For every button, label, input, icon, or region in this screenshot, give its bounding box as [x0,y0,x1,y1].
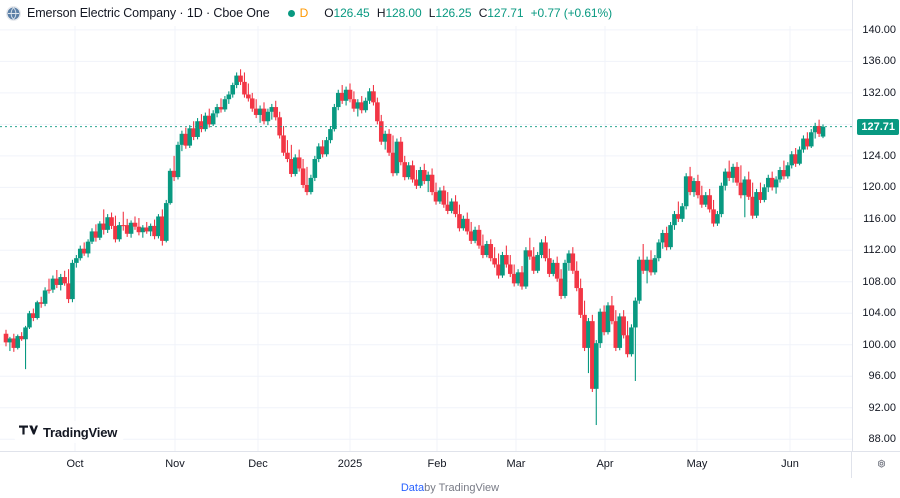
price-tick-label: 140.00 [862,23,896,36]
price-tick-label: 96.00 [868,370,896,383]
time-tick-label: May [686,458,708,470]
price-tick-label: 104.00 [862,307,896,320]
time-scale[interactable]: Oct Nov Dec 2025 Feb Mar Apr May Jun [0,451,900,478]
time-tick-label: Feb [427,458,447,470]
price-tick-label: 136.00 [862,55,896,68]
price-tick-label: 120.00 [862,181,896,194]
session-interval-group: D [287,6,309,20]
change-value: +0.77 (+0.61%) [530,6,612,20]
tradingview-watermark[interactable]: TradingView [12,421,127,443]
time-scale-divider [851,452,852,478]
price-tick-label: 112.00 [863,244,896,257]
price-tick-label: 116.00 [863,212,896,225]
session-active-dot [287,9,295,17]
chart-header: Emerson Electric Company · 1D · Cboe One… [0,0,900,26]
close-label: C [478,6,488,20]
tradingview-logo-icon [19,423,38,441]
price-scale-divider [852,0,853,451]
high-label: H [376,6,386,20]
close-value: 127.71 [487,6,524,20]
time-tick-label: Dec [248,458,268,470]
symbol-title[interactable]: Emerson Electric Company · 1D · Cboe One [27,6,270,20]
data-link[interactable]: Data [400,481,425,494]
time-tick-label: Mar [506,458,526,470]
low-value: 126.25 [435,6,472,20]
globe-icon [6,5,21,21]
tradingview-watermark-text: TradingView [43,424,118,440]
time-tick-label: Nov [165,458,185,470]
time-tick-label: Apr [596,458,614,470]
price-tick-label: 124.00 [862,149,896,162]
time-tick-label: 2025 [337,458,363,470]
time-tick-label: Oct [66,458,84,470]
current-price-badge: 127.71 [857,118,899,135]
time-tick-label: Jun [781,458,799,470]
chart-plot-area[interactable] [0,26,852,451]
price-scale[interactable]: 140.00136.00132.00128.00124.00120.00116.… [852,0,900,451]
low-label: L [428,6,436,20]
open-value: 126.45 [333,6,370,20]
open-label: O [324,6,334,20]
attribution-footer: Data by TradingView [0,477,900,498]
interval-label[interactable]: D [299,6,309,20]
price-tick-label: 88.00 [868,433,896,446]
price-tick-label: 132.00 [862,86,896,99]
high-value: 128.00 [385,6,422,20]
settings-gear-icon[interactable] [875,459,888,472]
candlestick-series [0,26,852,451]
price-tick-label: 108.00 [862,275,896,288]
price-tick-label: 92.00 [868,401,896,414]
attribution-text: by TradingView [424,481,500,494]
price-tick-label: 100.00 [862,338,896,351]
ohlc-legend: O126.45 H128.00 L126.25 C127.71 +0.77 (+… [324,6,616,20]
